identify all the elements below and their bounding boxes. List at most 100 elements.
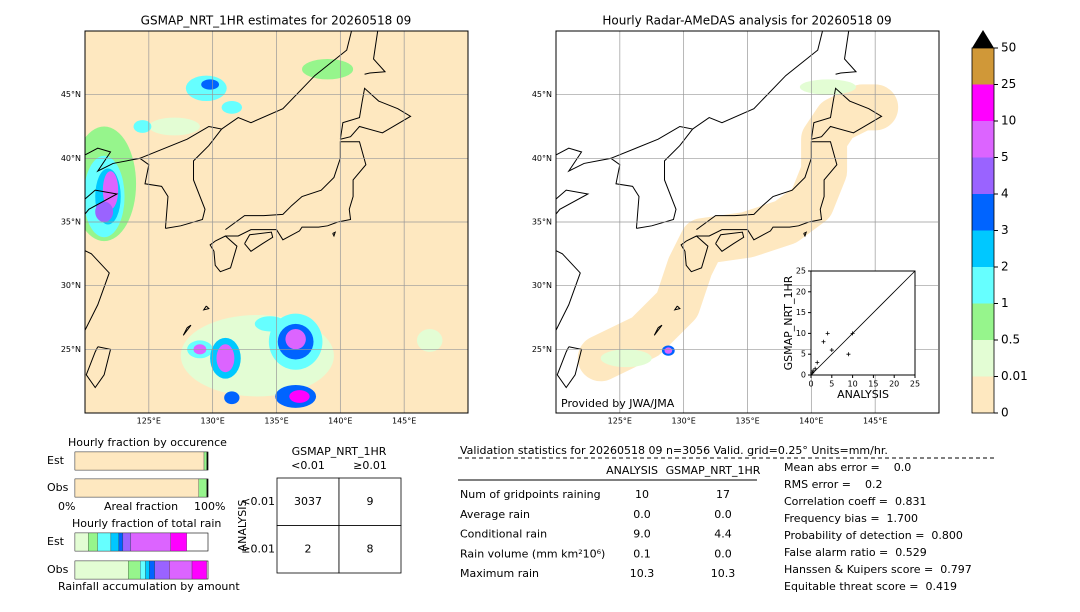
lat-label: 45°N [532, 90, 552, 99]
bar-segment [154, 560, 170, 580]
colorbar-bin [972, 157, 994, 194]
bar-segment [169, 560, 193, 580]
stat-value: 17 [716, 488, 730, 501]
lon-label: 130°E [672, 417, 696, 426]
stat-value: 10 [635, 488, 649, 501]
y-tick-label: 20 [796, 287, 806, 296]
rain-area [201, 79, 220, 90]
bar-segment [206, 451, 209, 471]
stat-label: Average rain [460, 508, 530, 521]
score: RMS error = 0.2 [784, 478, 882, 491]
colorbar-bin [972, 84, 994, 121]
colorbar-bin [972, 194, 994, 231]
point [809, 373, 813, 377]
bar-segment [74, 532, 89, 552]
column-header: GSMAP_NRT_1HR [666, 464, 761, 477]
bar-segment [118, 532, 124, 552]
rain-area [799, 79, 857, 95]
col-label: <0.01 [291, 459, 325, 472]
bar-segment [149, 560, 155, 580]
point [850, 331, 855, 336]
coastline [202, 305, 210, 311]
cell [338, 525, 402, 574]
stat-value: 0.0 [714, 547, 732, 560]
row-axis-label: ANALYSIS [236, 500, 249, 552]
coastline [364, 31, 387, 75]
bar-segment [74, 478, 199, 498]
point [829, 348, 834, 353]
bar-segment [206, 478, 209, 498]
lat-label: 40°N [61, 154, 81, 163]
occurrence-middle: Areal fraction [104, 500, 178, 513]
lat-label: 30°N [532, 281, 552, 290]
cell [276, 477, 340, 526]
coastline [803, 231, 808, 238]
rain-area [289, 390, 310, 403]
x-tick-label: 0 [808, 380, 813, 389]
lat-label: 30°N [61, 281, 81, 290]
colorbar-bin [972, 340, 994, 377]
colorbar-label: 2 [1001, 260, 1009, 274]
x-tick-label: 25 [910, 380, 920, 389]
bar-segment [110, 532, 120, 552]
colorbar-bin [972, 376, 994, 413]
occurrence-right: 100% [194, 500, 225, 513]
coastline [680, 235, 709, 273]
map-frame [84, 30, 469, 414]
colorbar-label: 25 [1001, 77, 1016, 91]
coastline [221, 31, 353, 130]
bar-segment [140, 560, 146, 580]
coastline [556, 189, 590, 215]
x-axis-label: ANALYSIS [837, 388, 889, 401]
lat-label: 25°N [532, 345, 552, 354]
cell [338, 477, 402, 526]
colorbar-label: 0 [1001, 406, 1009, 420]
colorbar-bin [972, 267, 994, 304]
colorbar-extend [972, 30, 994, 48]
stat-value: 10.3 [711, 567, 736, 580]
bar-segment [145, 560, 150, 580]
map-frame [555, 30, 940, 414]
point [810, 370, 815, 375]
stat-value: 9.0 [633, 528, 651, 541]
lon-label: 145°E [863, 417, 887, 426]
coastline [244, 231, 274, 252]
bar-segment [198, 478, 207, 498]
lon-label: 140°E [328, 417, 352, 426]
point [813, 366, 818, 371]
rain-area [285, 328, 306, 350]
row-label: Obs [47, 563, 69, 576]
bar-segment [128, 560, 141, 580]
stat-label: Conditional rain [460, 528, 547, 541]
coastline [692, 31, 824, 130]
coastline [715, 231, 745, 252]
rain-area [221, 101, 243, 114]
rain-area [302, 59, 354, 80]
point [846, 352, 851, 357]
stat-label: Num of gridpoints raining [460, 488, 601, 501]
row-label: Est [47, 454, 65, 467]
rain-area [224, 391, 240, 405]
coastline [673, 305, 681, 311]
point [825, 331, 830, 336]
rain-area [95, 201, 114, 223]
lon-label: 140°E [799, 417, 823, 426]
rain-area [254, 316, 286, 332]
lat-label: 45°N [61, 90, 81, 99]
colorbar-label: 3 [1001, 223, 1009, 237]
cell-value: 9 [367, 495, 374, 508]
lon-label: 135°E [735, 417, 759, 426]
stat-value: 0.1 [633, 547, 651, 560]
lat-label: 35°N [532, 218, 552, 227]
col-label: ≥0.01 [353, 459, 387, 472]
lon-label: 130°E [201, 417, 225, 426]
cell [276, 525, 340, 574]
coastline [610, 125, 694, 229]
y-tick-label: 0 [801, 371, 806, 380]
score: Frequency bias = 1.700 [784, 512, 918, 525]
stat-value: 10.3 [630, 567, 655, 580]
contingency-title: GSMAP_NRT_1HR [292, 445, 387, 458]
rain-area [133, 120, 152, 133]
row-label: <0.01 [241, 495, 275, 508]
